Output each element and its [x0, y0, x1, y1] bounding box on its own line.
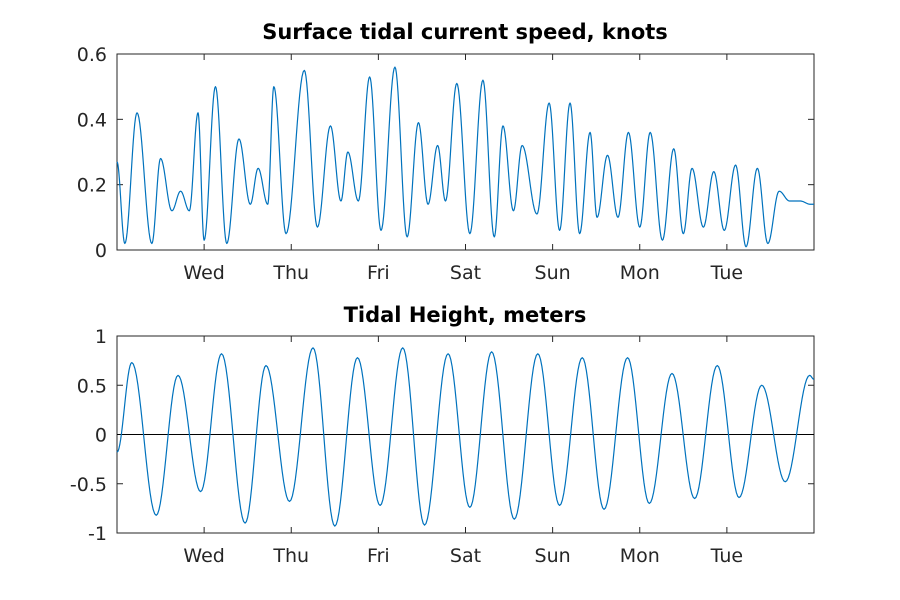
tidal-height-xtick-label: Tue [710, 545, 743, 567]
tidal-height-ytick-label: -0.5 [70, 474, 107, 496]
current-speed-ticks: 0 0.2 0.4 0.6 Wed Thu Fri Sat Sun Mon Tue [77, 44, 814, 284]
tidal-height-xtick-label: Mon [620, 545, 660, 567]
tidal-height-ticks: -1 -0.5 0 0.5 1 Wed Thu Fri Sat Sun Mon Tue [70, 326, 814, 567]
current-speed-xtick-label: Thu [272, 262, 309, 284]
current-speed-xtick-label: Fri [367, 262, 390, 284]
current-speed-ytick-label: 0 [95, 240, 107, 262]
tidal-height-xtick-label: Sat [450, 545, 481, 567]
current-speed-panel: Surface tidal current speed, knots 00.20… [77, 20, 815, 284]
tidal-height-ytick-label: -1 [88, 523, 107, 545]
tidal-height-series-line-0 [116, 347, 815, 527]
tidal-height-panel: Tidal Height, meters -1 -0.5 0 0.5 1 Wed Thu Fr… [70, 303, 815, 567]
current-speed-xtick-label: Tue [710, 262, 743, 284]
tidal-height-xtick-label: Sun [535, 545, 571, 567]
tidal-height-title: Tidal Height, meters [344, 303, 587, 327]
current-speed-ytick-label: 0.6 [77, 44, 107, 66]
tidal-height-ytick-label: 1 [95, 326, 107, 348]
current-speed-xtick-label: Wed [183, 262, 224, 284]
current-speed-title: Surface tidal current speed, knots [262, 20, 668, 44]
current-speed-ytick-label: 0.4 [77, 109, 107, 131]
current-speed-xtick-label: Mon [620, 262, 660, 284]
tidal-height-xtick-label: Wed [183, 545, 224, 567]
current-speed-series [116, 66, 815, 248]
tidal-height-ytick-label: 0 [95, 425, 107, 447]
tidal-height-series [116, 347, 815, 527]
tidal-height-xtick-label: Thu [272, 545, 309, 567]
current-speed-xtick-label: Sat [450, 262, 481, 284]
tidal-height-ytick-label: 0.5 [77, 375, 107, 397]
tidal-height-xtick-label: Fri [367, 545, 390, 567]
current-speed-xtick-label: Sun [535, 262, 571, 284]
current-speed-series-line-0 [116, 66, 815, 248]
current-speed-axes [116, 53, 815, 251]
current-speed-ytick-label: 0.2 [77, 175, 107, 197]
